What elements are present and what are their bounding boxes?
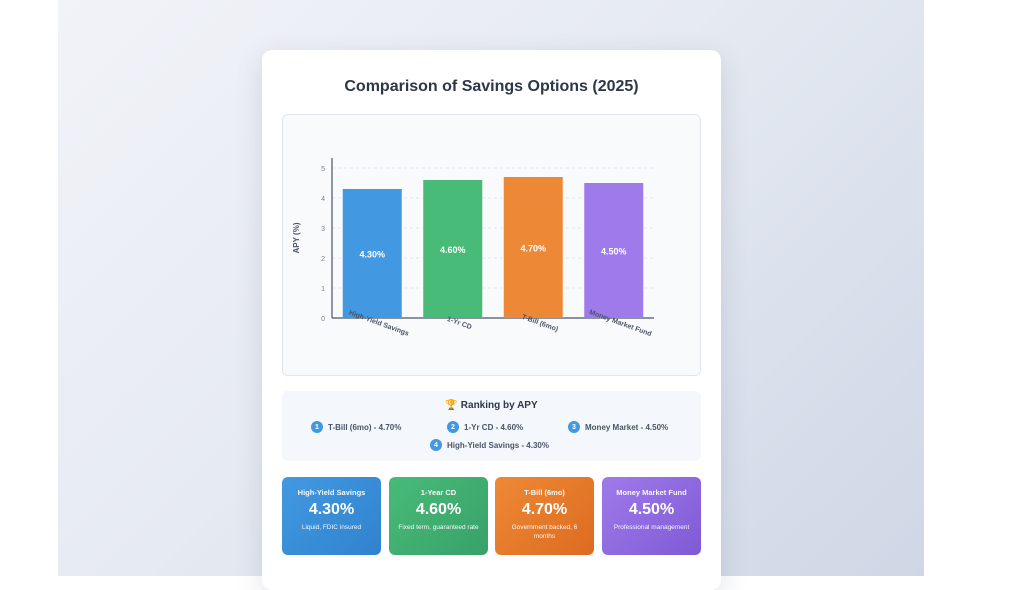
ranking-item: 1 T-Bill (6mo) - 4.70%: [311, 421, 401, 433]
rank-text: T-Bill (6mo) - 4.70%: [328, 422, 402, 432]
rank-number: 2: [447, 421, 459, 433]
bar-value-label: 4.50%: [601, 247, 627, 257]
y-tick-label: 5: [321, 166, 325, 173]
y-tick-label: 1: [321, 286, 325, 293]
y-tick-label: 2: [321, 256, 325, 263]
stat-card-desc: Professional management: [613, 524, 690, 531]
comparison-card: Comparison of Savings Options (2025) 0 1 2…: [262, 50, 721, 590]
rank-number: 3: [568, 421, 580, 433]
stat-card-desc: Government backed, 6 months: [511, 524, 578, 540]
ranking-item: 2 1-Yr CD - 4.60%: [447, 421, 523, 433]
ranking-item: 3 Money Market - 4.50%: [568, 421, 668, 433]
bar-value-label: 4.70%: [520, 244, 546, 254]
stat-card-value: 4.50%: [628, 501, 675, 518]
chart-panel: 0 1 2 3 4 5 APY (%) 4.30% High-Yield Savings 4.60…: [282, 114, 701, 376]
stat-card-name: T-Bill (6mo): [524, 488, 565, 497]
bar: [423, 180, 483, 318]
bar: [503, 177, 563, 318]
ranking-panel: 🏆 Ranking by APY 1 T-Bill (6mo) - 4.70% 2…: [282, 391, 701, 461]
bar: [342, 189, 402, 318]
ranking-item: 4 High-Yield Savings - 4.30%: [430, 439, 549, 451]
stat-card-desc: Fixed term, guaranteed rate: [398, 524, 479, 531]
stat-card-name: Money Market Fund: [616, 488, 687, 497]
page-title: Comparison of Savings Options (2025): [344, 78, 639, 95]
rank-text: High-Yield Savings - 4.30%: [447, 440, 549, 450]
stat-card-high-yield-savings: High-Yield Savings 4.30% Liquid, FDIC in…: [282, 477, 381, 555]
stat-card-value: 4.30%: [308, 501, 355, 518]
rank-number: 4: [430, 439, 442, 451]
rank-number: 1: [311, 421, 323, 433]
stat-card-money-market-fund: Money Market Fund 4.50% Professional man…: [602, 477, 701, 555]
ranking-title: 🏆 Ranking by APY: [282, 400, 701, 411]
stat-card-value: 4.70%: [521, 501, 568, 518]
stat-card-desc: Liquid, FDIC insured: [301, 524, 362, 531]
bar: [584, 183, 644, 318]
y-tick-label: 4: [321, 196, 325, 203]
stat-card-t-bill: T-Bill (6mo) 4.70% Government backed, 6 …: [495, 477, 594, 555]
trophy-icon: 🏆: [445, 400, 458, 411]
bar-value-label: 4.30%: [359, 250, 385, 260]
rank-text: Money Market - 4.50%: [585, 422, 669, 432]
y-tick-label: 0: [321, 316, 325, 323]
stat-card-name: 1-Year CD: [420, 488, 457, 497]
y-axis-label: APY (%): [292, 222, 301, 253]
stat-card-1-year-cd: 1-Year CD 4.60% Fixed term, guaranteed r…: [389, 477, 488, 555]
stat-card-value: 4.60%: [415, 501, 462, 518]
rank-text: 1-Yr CD - 4.60%: [464, 422, 524, 432]
bar-value-label: 4.60%: [440, 245, 466, 255]
ranking-title-text: Ranking by APY: [460, 400, 538, 411]
y-tick-label: 3: [321, 226, 325, 233]
stat-card-name: High-Yield Savings: [297, 488, 366, 497]
